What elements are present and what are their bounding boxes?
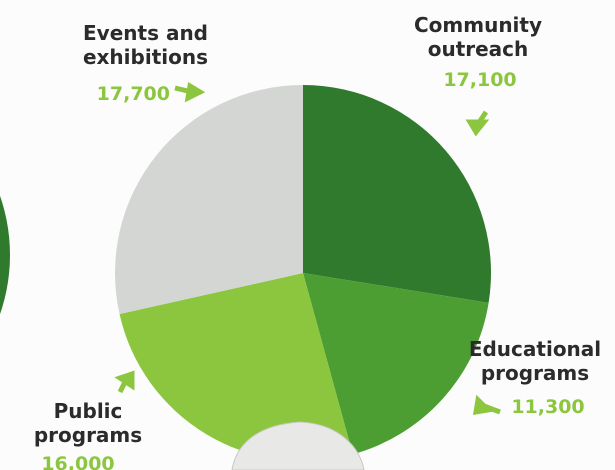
label-line: programs [34,423,142,447]
category-label: Community outreach [414,13,542,61]
arrows [114,81,501,416]
label-line: Community [414,13,542,37]
label-line: Public [54,399,123,423]
mascot-head [231,421,365,470]
label-line: Events and [83,21,208,45]
label-line: Educational [469,337,601,361]
label-line: outreach [428,37,529,61]
pie-slice [303,85,491,303]
neighbor-chart-edge [0,195,10,315]
label-line: exhibitions [83,45,208,69]
arrow [184,81,206,103]
arrow [472,394,494,416]
value-label: 16,000 [41,453,114,470]
arrow [465,119,490,137]
value-label: 17,700 [97,83,170,105]
category-label: Events and exhibitions [83,21,208,69]
arrow [114,370,135,391]
category-label: Educational programs [469,337,601,385]
pie [114,85,491,462]
pie-slice [114,85,303,315]
pie-slice [119,273,353,462]
value-label: 17,100 [443,69,516,91]
value-label: 11,300 [511,396,584,418]
label-line: programs [481,361,589,385]
category-label: Public programs [34,399,142,447]
pie-slice [303,273,489,455]
